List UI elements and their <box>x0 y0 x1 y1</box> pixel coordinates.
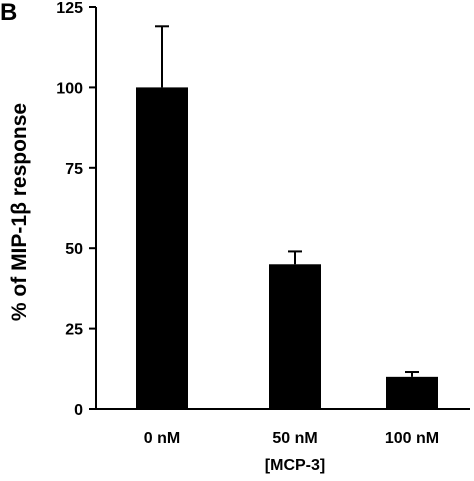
bar-50-nm <box>269 264 321 409</box>
bar-100-nm <box>386 376 438 409</box>
panel-label: B <box>0 0 17 26</box>
y-tick-label: 25 <box>65 322 83 339</box>
x-axis-label: [MCP-3] <box>265 457 325 474</box>
x-tick-label: 100 nM <box>385 430 439 447</box>
plot-area: 0 25 50 75 100 125 0 nM 50 nM 100 nM <box>56 0 470 447</box>
y-axis-label: % of MIP-1β response <box>8 103 31 321</box>
y-tick-label: 50 <box>65 241 83 258</box>
bar-0-nm <box>136 87 188 410</box>
y-tick-label: 0 <box>74 402 83 419</box>
x-tick-label: 50 nM <box>272 430 317 447</box>
y-tick-label: 100 <box>56 80 83 97</box>
y-tick-label: 125 <box>56 0 83 17</box>
x-tick-label: 0 nM <box>144 430 180 447</box>
y-tick-label: 75 <box>65 161 83 178</box>
